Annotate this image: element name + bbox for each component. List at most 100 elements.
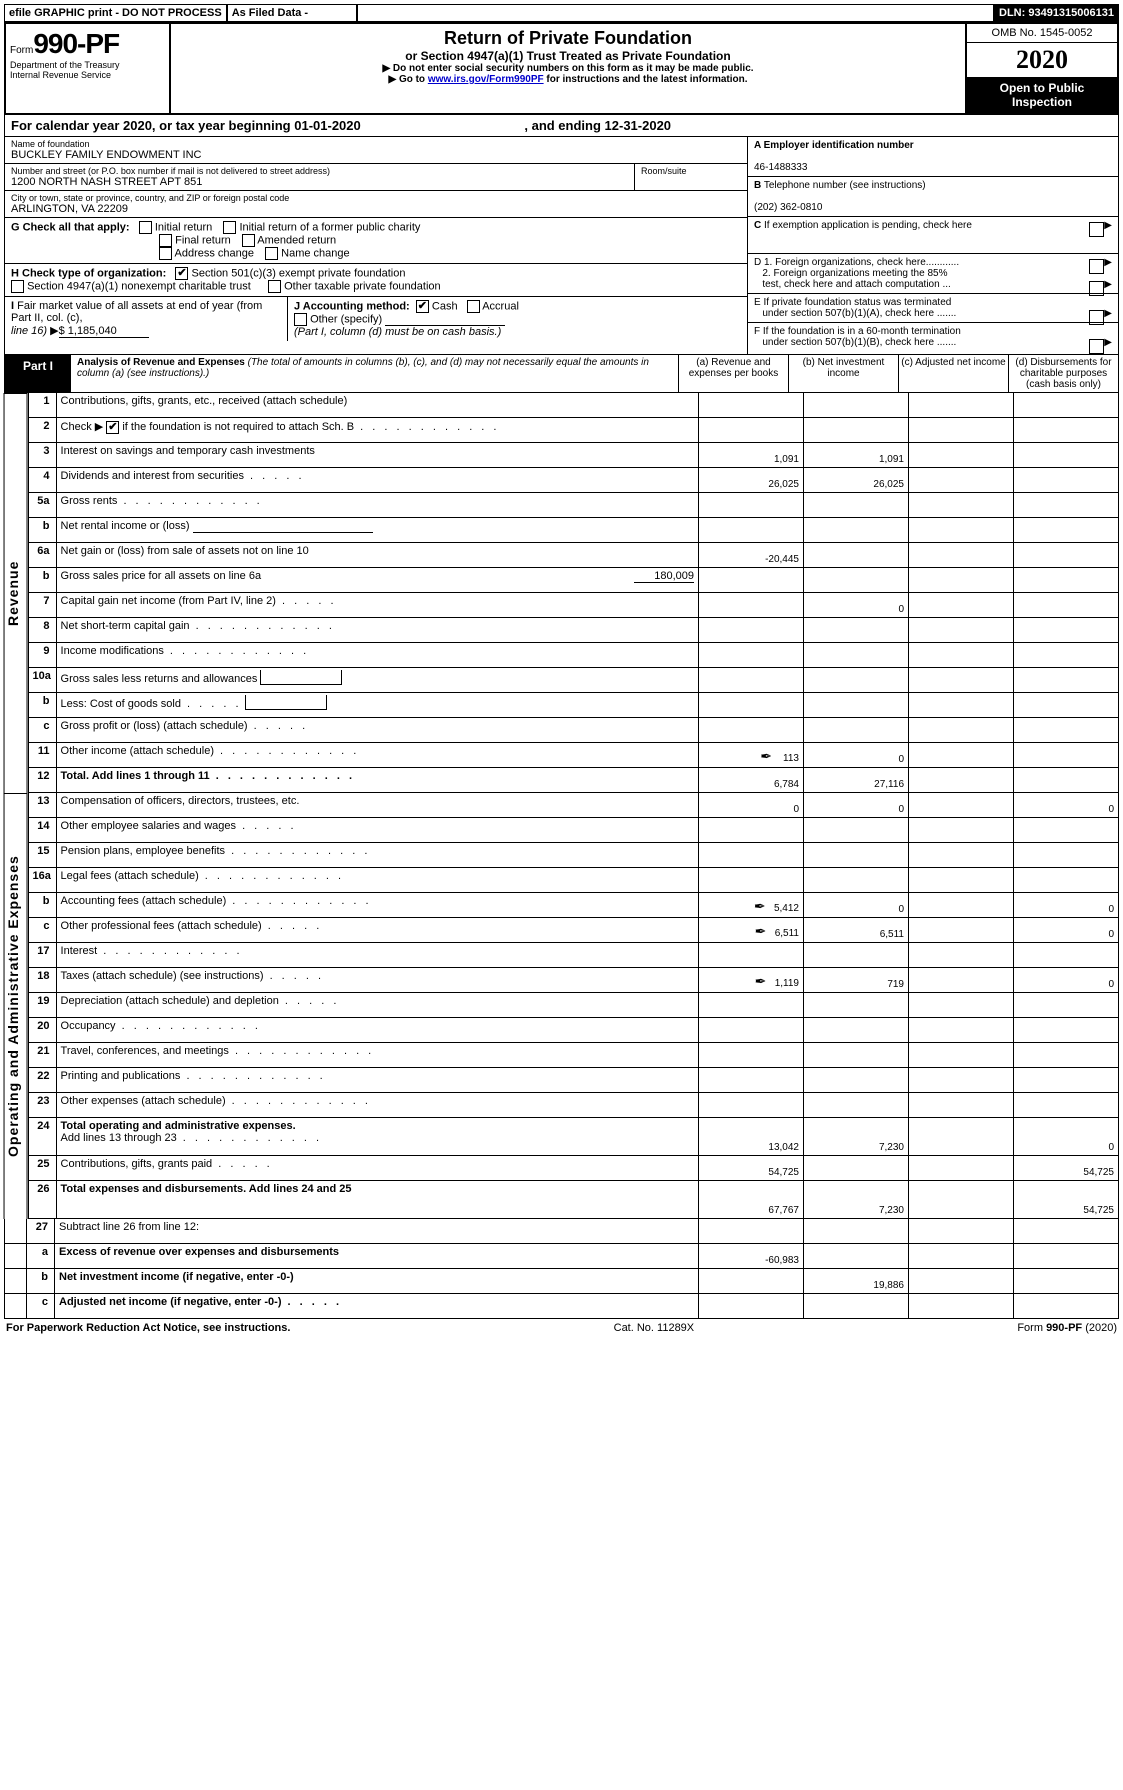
open-public: Open to Public Inspection [967,77,1117,113]
r15-d: Pension plans, employee benefits [61,845,226,857]
pen-icon[interactable]: ✒ [755,973,767,989]
row-2: 2Check ▶ ✔ if the foundation is not requ… [28,418,1118,443]
j-accrual: Accrual [482,300,519,312]
cb-501c3[interactable]: ✔ [175,267,188,280]
ij-row: I Fair market value of all assets at end… [5,297,747,341]
h-label: H Check type of organization: [11,267,166,279]
row-18: 18Taxes (attach schedule) (see instructi… [28,968,1118,993]
row-17: 17Interest [28,943,1118,968]
b-value: (202) 362-0810 [754,202,822,213]
r8-d: Net short-term capital gain [61,620,190,632]
part1-title: Analysis of Revenue and Expenses [77,357,245,368]
pen-icon[interactable]: ✒ [755,923,767,939]
r23-d: Other expenses (attach schedule) [61,1095,226,1107]
j-note: (Part I, column (d) must be on cash basi… [294,326,501,338]
h-other: Other taxable private foundation [284,280,441,292]
cb-c[interactable] [1089,222,1104,237]
f-row: F If the foundation is in a 60-month ter… [748,323,1118,351]
name-label: Name of foundation [11,139,741,149]
cb-accrual[interactable] [467,300,480,313]
note-ssn: ▶ Do not enter social security numbers o… [175,63,961,74]
d1-text: D 1. Foreign organizations, check here..… [754,257,959,268]
cb-initial-former[interactable] [223,221,236,234]
cb-initial[interactable] [139,221,152,234]
row-6a: 6aNet gain or (loss) from sale of assets… [28,543,1118,568]
r17-d: Interest [61,945,98,957]
entity-block: Name of foundation BUCKLEY FAMILY ENDOWM… [4,137,1119,355]
row-5a: 5aGross rents [28,493,1118,518]
cb-address[interactable] [159,247,172,260]
revenue-table: 1Contributions, gifts, grants, etc., rec… [28,393,1119,793]
r6b-d: Gross sales price for all assets on line… [61,570,262,582]
cb-d1[interactable] [1089,259,1104,274]
g-amended: Amended return [257,234,336,246]
cb-name[interactable] [265,247,278,260]
cb-j-other[interactable] [294,313,307,326]
irs-link[interactable]: www.irs.gov/Form990PF [428,74,544,85]
j-other: Other (specify) [310,313,382,325]
r16b-d: Accounting fees (attach schedule) [61,895,227,907]
cb-schb[interactable]: ✔ [106,421,119,434]
row-27a: aExcess of revenue over expenses and dis… [5,1244,1119,1269]
expenses-side-label: Operating and Administrative Expenses [4,793,28,1219]
note-link: ▶ Go to www.irs.gov/Form990PF for instru… [175,74,961,85]
row-4: 4Dividends and interest from securities2… [28,468,1118,493]
cb-final[interactable] [159,234,172,247]
r25-d: Contributions, gifts, grants paid [61,1158,213,1170]
tax-year: 2020 [967,43,1117,77]
r2-post: if the foundation is not required to att… [119,421,354,433]
expenses-section: Operating and Administrative Expenses 13… [4,793,1119,1219]
pen-icon[interactable]: ✒ [754,898,766,914]
r14-d: Other employee salaries and wages [61,820,236,832]
r18-d: Taxes (attach schedule) (see instruction… [61,970,264,982]
calyear-begin: 01-01-2020 [294,118,361,133]
b-row: B Telephone number (see instructions) (2… [748,177,1118,217]
header-left: Form990-PF Department of the Treasury In… [6,24,171,113]
row-25: 25Contributions, gifts, grants paid54,72… [28,1156,1118,1181]
r16c-a: 6,511 [775,928,799,939]
row-6b: bGross sales price for all assets on lin… [28,568,1118,593]
room-label: Room/suite [641,166,741,176]
row-16b: bAccounting fees (attach schedule)✒ 5,41… [28,893,1118,918]
pen-icon[interactable]: ✒ [760,748,772,764]
row-23: 23Other expenses (attach schedule) [28,1093,1118,1118]
row-3: 3Interest on savings and temporary cash … [28,443,1118,468]
j-label: J Accounting method: [294,300,410,312]
expenses-table: 13Compensation of officers, directors, t… [28,793,1119,1219]
street-row: Number and street (or P.O. box number if… [5,164,747,191]
part1-header: Part I Analysis of Revenue and Expenses … [4,355,1119,393]
row-10a: 10aGross sales less returns and allowanc… [28,668,1118,693]
revenue-side-label: Revenue [4,393,28,793]
c-row: C If exemption application is pending, c… [748,217,1118,254]
footer-mid: Cat. No. 11289X [614,1322,695,1334]
row-12: 12Total. Add lines 1 through 116,78427,1… [28,768,1118,793]
row-8: 8Net short-term capital gain [28,618,1118,643]
cb-amended[interactable] [242,234,255,247]
street-label: Number and street (or P.O. box number if… [11,166,628,176]
g-final: Final return [175,234,231,246]
row-7: 7Capital gain net income (from Part IV, … [28,593,1118,618]
cb-4947[interactable] [11,280,24,293]
r18-a: 1,119 [775,978,799,989]
r5a-d: Gross rents [61,495,118,507]
row-26: 26Total expenses and disbursements. Add … [28,1181,1118,1219]
entity-left: Name of foundation BUCKLEY FAMILY ENDOWM… [5,137,747,354]
e-row: E If private foundation status was termi… [748,294,1118,323]
calendar-year-row: For calendar year 2020, or tax year begi… [4,115,1119,137]
row-9: 9Income modifications [28,643,1118,668]
cb-cash[interactable]: ✔ [416,300,429,313]
cb-f[interactable] [1089,339,1104,354]
d2a-text: 2. Foreign organizations meeting the 85% [762,268,947,279]
part1-desc: Analysis of Revenue and Expenses (The to… [71,355,678,392]
a-value: 46-1488333 [754,162,807,173]
omb-number: OMB No. 1545-0052 [967,24,1117,43]
name-row: Name of foundation BUCKLEY FAMILY ENDOWM… [5,137,747,164]
r5b-d: Net rental income or (loss) [61,520,190,532]
e2-text: under section 507(b)(1)(A), check here .… [762,308,956,319]
j-other-line [385,313,505,326]
note2-pre: ▶ Go to [388,74,427,85]
row-5b: bNet rental income or (loss) [28,518,1118,543]
e1-text: E If private foundation status was termi… [754,297,951,308]
g-address: Address change [175,247,255,259]
cb-other-tax[interactable] [268,280,281,293]
